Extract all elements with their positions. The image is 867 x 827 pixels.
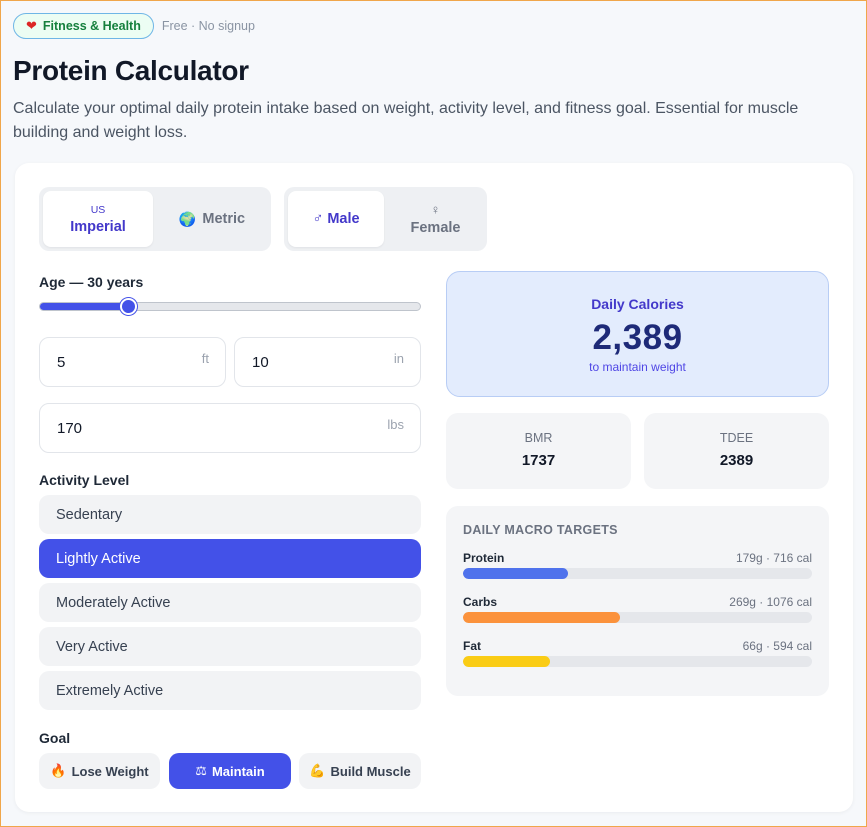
daily-calories-subtitle: to maintain weight (589, 360, 686, 374)
muscle-icon: 💪 (309, 763, 326, 778)
daily-calories-value: 2,389 (592, 318, 683, 357)
macro-bar-fill (463, 656, 551, 667)
imperial-button[interactable]: US Imperial (43, 191, 153, 247)
daily-calories-panel: Daily Calories 2,389 to maintain weight (446, 271, 829, 397)
macro-bar (463, 568, 812, 579)
height-inches-input[interactable]: 10 in (234, 337, 421, 387)
goal-maintain-button[interactable]: ⚖ Maintain (169, 753, 291, 789)
activity-option-label: Extremely Active (56, 682, 164, 699)
tdee-panel: TDEE 2389 (644, 413, 829, 489)
height-feet-unit: ft (201, 351, 209, 366)
bmr-panel: BMR 1737 (446, 413, 631, 489)
height-inches-value: 10 (252, 354, 269, 371)
fire-icon: 🔥 (50, 763, 67, 778)
goal-lose-weight-button[interactable]: 🔥 Lose Weight (39, 753, 160, 789)
goal-label: Goal (39, 730, 71, 746)
activity-option-sedentary[interactable]: Sedentary (39, 495, 421, 534)
free-label: Free · No signup (161, 19, 255, 33)
female-symbol-icon: ♀ (430, 202, 441, 217)
activity-label: Activity Level (39, 472, 130, 488)
macro-name: Protein (463, 551, 505, 565)
weight-value: 170 (57, 420, 83, 437)
macro-targets-panel: DAILY MACRO TARGETS Protein 179g · 716 c… (446, 506, 829, 696)
activity-option-moderately-active[interactable]: Moderately Active (39, 583, 421, 622)
activity-option-label: Lightly Active (56, 550, 141, 567)
tdee-label: TDEE (719, 431, 754, 445)
macro-amount: 66g · 594 cal (742, 639, 812, 653)
age-slider-fill (40, 303, 128, 310)
category-badge[interactable]: ❤ Fitness & Health (13, 13, 154, 39)
goal-maintain-label: Maintain (211, 763, 265, 779)
activity-option-extremely-active[interactable]: Extremely Active (39, 671, 421, 710)
height-inches-unit: in (393, 351, 404, 366)
activity-option-label: Very Active (56, 638, 128, 655)
macro-amount: 179g · 716 cal (735, 551, 812, 565)
weight-unit: lbs (387, 417, 404, 432)
page-subtitle: Calculate your optimal daily protein int… (13, 100, 799, 141)
daily-calories-title: Daily Calories (591, 296, 684, 312)
page-header: ❤ Fitness & Health Free · No signup Prot… (13, 13, 843, 145)
goal-lose-weight-label: Lose Weight (71, 763, 149, 779)
macro-targets-title: DAILY MACRO TARGETS (463, 523, 618, 537)
activity-option-label: Sedentary (56, 506, 123, 523)
activity-option-very-active[interactable]: Very Active (39, 627, 421, 666)
macro-bar (463, 612, 812, 623)
goal-build-muscle-label: Build Muscle (330, 763, 411, 779)
female-label: Female (410, 220, 461, 236)
macro-name: Fat (463, 639, 481, 653)
bmr-value: 1737 (521, 452, 556, 469)
female-button[interactable]: ♀ Female (388, 191, 483, 247)
scale-icon: ⚖ (195, 763, 207, 778)
sex-toggle: ♂ Male ♀ Female (284, 187, 487, 251)
goal-build-muscle-button[interactable]: 💪 Build Muscle (299, 753, 421, 789)
category-badge-label: Fitness & Health (42, 19, 141, 33)
male-button[interactable]: ♂ Male (288, 191, 384, 247)
bmr-label: BMR (524, 431, 553, 445)
age-label: Age — 30 years (39, 274, 144, 290)
metric-label: Metric (202, 211, 246, 227)
imperial-label: Imperial (70, 218, 126, 235)
height-feet-input[interactable]: 5 ft (39, 337, 226, 387)
macro-amount: 269g · 1076 cal (729, 595, 812, 609)
activity-option-lightly-active[interactable]: Lightly Active (39, 539, 421, 578)
macro-name: Carbs (463, 595, 498, 609)
tdee-value: 2389 (719, 452, 754, 469)
heart-icon: ❤ (26, 18, 37, 33)
activity-option-label: Moderately Active (56, 594, 171, 611)
height-feet-value: 5 (57, 354, 66, 371)
unit-toggle: US Imperial 🌍 Metric (39, 187, 271, 251)
male-symbol-icon: ♂ (312, 211, 324, 227)
us-label: US (90, 203, 106, 216)
macro-bar (463, 656, 812, 667)
weight-input[interactable]: 170 lbs (39, 403, 421, 453)
globe-icon: 🌍 (178, 210, 197, 227)
macro-bar-fill (463, 568, 568, 579)
page-title: Protein Calculator (13, 55, 249, 86)
metric-button[interactable]: 🌍 Metric (157, 191, 267, 247)
age-slider[interactable] (39, 298, 421, 315)
male-label: Male (327, 211, 360, 227)
macro-bar-fill (463, 612, 621, 623)
age-slider-thumb[interactable] (119, 298, 137, 315)
